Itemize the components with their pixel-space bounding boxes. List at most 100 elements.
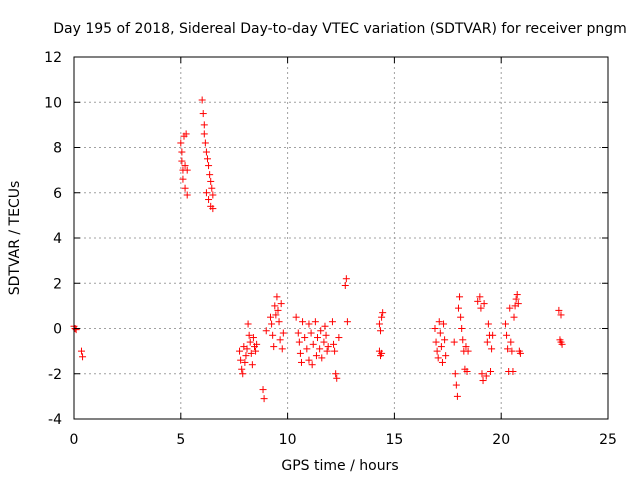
x-tick-label: 5 <box>176 432 185 448</box>
data-point <box>456 293 464 301</box>
data-point <box>299 318 307 326</box>
data-point <box>296 349 304 357</box>
data-point <box>303 345 311 353</box>
data-point <box>267 313 275 321</box>
data-point <box>516 349 524 357</box>
data-point <box>204 155 211 163</box>
data-point <box>209 205 217 213</box>
data-point <box>452 381 460 389</box>
x-tick-label: 10 <box>279 432 297 448</box>
data-point <box>458 325 466 332</box>
data-point <box>249 334 257 342</box>
data-point <box>451 370 459 378</box>
data-point <box>476 293 484 301</box>
data-point <box>277 300 285 308</box>
data-point <box>205 196 213 204</box>
data-point <box>557 311 565 319</box>
data-point <box>504 345 512 353</box>
x-tick-label: 25 <box>599 432 617 448</box>
y-tick-label: 10 <box>44 95 62 111</box>
data-point <box>200 130 208 138</box>
data-point <box>200 121 208 129</box>
y-axis-label: SDTVAR / TECUs <box>7 181 23 296</box>
data-point <box>305 320 313 328</box>
data-point <box>478 370 486 378</box>
data-point <box>508 347 516 355</box>
data-point <box>435 318 443 326</box>
y-tick-label: 6 <box>53 186 62 202</box>
data-point <box>181 162 189 170</box>
data-point <box>457 313 465 321</box>
data-point <box>321 322 329 330</box>
data-point <box>206 171 214 179</box>
data-point <box>558 340 566 348</box>
data-point <box>433 347 441 355</box>
data-point <box>292 313 300 321</box>
data-point <box>178 148 186 156</box>
data-point <box>274 306 282 314</box>
data-point <box>341 282 349 290</box>
x-tick-labels: 0 5 10 15 20 25 <box>70 432 617 448</box>
x-tick-label: 15 <box>385 432 403 448</box>
data-point <box>262 327 270 335</box>
data-point <box>271 302 279 310</box>
y-tick-label: 2 <box>53 276 62 292</box>
data-point <box>201 139 209 147</box>
y-tick-label: -2 <box>48 367 62 383</box>
y-tick-labels: -4 -2 0 2 4 6 8 10 12 <box>44 50 62 428</box>
data-point <box>208 184 216 192</box>
data-point <box>307 329 315 337</box>
data-point <box>248 361 256 369</box>
data-point <box>243 345 251 353</box>
data-point <box>431 325 439 332</box>
data-point <box>181 184 189 192</box>
data-point <box>252 347 260 355</box>
data-point <box>506 304 514 312</box>
data-point <box>479 377 487 385</box>
data-point <box>330 340 338 348</box>
data-point <box>335 334 343 342</box>
data-point <box>312 352 320 360</box>
data-point <box>323 347 331 355</box>
data-point <box>260 395 268 403</box>
data-point <box>205 162 213 170</box>
data-point <box>378 349 386 357</box>
data-point <box>246 338 254 346</box>
axis-ticks <box>73 56 609 420</box>
data-point <box>272 311 280 319</box>
data-point <box>459 336 467 344</box>
data-point <box>322 331 330 339</box>
data-point <box>437 343 445 351</box>
y-tick-label: 8 <box>53 141 62 157</box>
data-point <box>332 370 340 378</box>
data-point <box>441 336 449 344</box>
data-point <box>343 318 351 326</box>
data-point <box>514 300 522 308</box>
data-point <box>245 331 253 339</box>
data-point <box>247 349 255 357</box>
data-point <box>328 318 336 326</box>
data-point <box>331 347 339 355</box>
data-point <box>202 189 210 197</box>
data-point <box>244 320 252 328</box>
x-axis-label: GPS time / hours <box>281 458 398 474</box>
data-point <box>436 329 444 337</box>
data-point <box>333 374 341 382</box>
y-tick-label: 0 <box>53 322 62 338</box>
data-point <box>501 320 509 328</box>
data-point <box>512 295 520 303</box>
data-point <box>488 345 496 353</box>
data-point <box>199 110 207 118</box>
data-point <box>489 331 497 339</box>
data-point <box>463 367 471 375</box>
data-point <box>270 343 278 351</box>
data-point <box>77 347 85 355</box>
data-point <box>438 358 446 366</box>
data-point <box>178 157 186 165</box>
data-point <box>209 191 217 199</box>
data-point <box>379 309 387 317</box>
data-point <box>434 354 442 362</box>
data-point <box>305 356 313 364</box>
data-point <box>183 191 191 199</box>
grid <box>74 57 608 419</box>
